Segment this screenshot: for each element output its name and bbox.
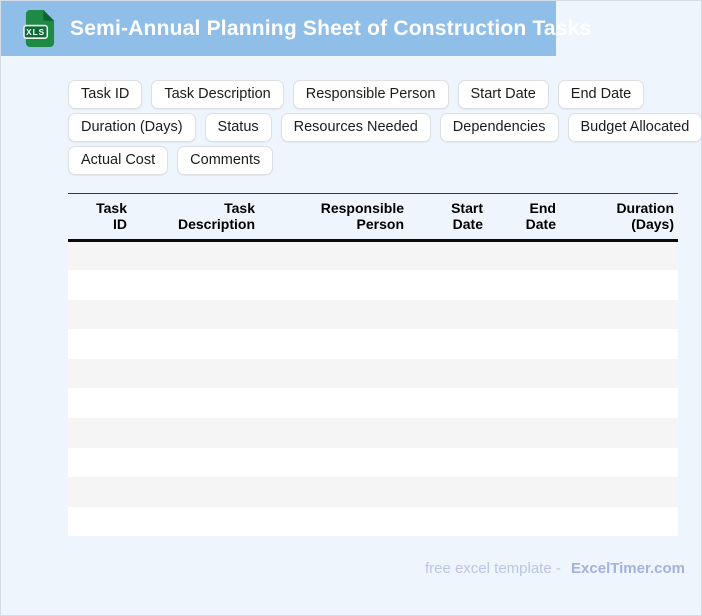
table-row [68, 418, 678, 448]
tag-chip[interactable]: Budget Allocated [567, 113, 701, 142]
column-header: Start Date [408, 193, 487, 242]
tag-chip[interactable]: Responsible Person [292, 80, 449, 109]
column-header: End Date [487, 193, 560, 242]
tag-chip[interactable]: Status [204, 113, 272, 142]
table-header-row: Task ID Task Description Responsible Person St… [68, 193, 678, 242]
table-row [68, 388, 678, 419]
column-header: Duration (Days) [560, 193, 678, 242]
footer-text: free excel template - [424, 560, 561, 577]
empty-row-cell [68, 329, 678, 359]
table-row [68, 358, 678, 389]
empty-row-cell [68, 447, 678, 478]
tag-chip[interactable]: End Date [557, 80, 645, 109]
empty-row-cell [68, 418, 678, 448]
empty-row-cell [68, 358, 678, 389]
footer-brand-link[interactable]: ExcelTimer.com [571, 560, 685, 577]
table-row [68, 447, 678, 478]
tag-chip[interactable]: Task Description [151, 80, 284, 109]
table-row [68, 477, 678, 507]
table-row [68, 329, 678, 359]
tag-chip[interactable]: Actual Cost [68, 146, 169, 175]
empty-row-cell [68, 270, 678, 300]
tag-chips: Task ID Task Description Responsible Perso… [68, 80, 701, 179]
tag-chip[interactable]: Comments [177, 146, 274, 175]
tag-chip-row: Actual Cost Comments [68, 146, 682, 175]
tag-chip[interactable]: Task ID [68, 80, 143, 109]
table-row [68, 240, 678, 271]
empty-row-cell [68, 388, 678, 419]
tag-chip-row: Task ID Task Description Responsible Perso… [68, 80, 682, 109]
tag-chip[interactable]: Dependencies [439, 113, 559, 142]
tag-chip[interactable]: Resources Needed [280, 113, 431, 142]
footer: free excel template - ExcelTimer.com [425, 559, 685, 579]
table-row [68, 270, 678, 300]
empty-row-cell [68, 506, 678, 537]
tag-chip[interactable]: Duration (Days) [68, 113, 196, 142]
tag-chip-row: Duration (Days) Status Resources Needed Dep… [68, 113, 701, 142]
xls-icon-label: XLS [26, 28, 45, 37]
title-bar: XLS Semi-Annual Planning Sheet of Constr… [1, 1, 591, 56]
tag-chip[interactable]: Start Date [457, 80, 549, 109]
planning-table-wrap: Task ID Task Description Responsible Person St… [68, 193, 678, 537]
column-header: Task Description [131, 193, 259, 242]
empty-row-cell [68, 240, 678, 271]
planning-table: Task ID Task Description Responsible Person St… [68, 193, 678, 537]
table-row [68, 506, 678, 537]
column-header: Responsible Person [259, 193, 408, 242]
column-header: Task ID [68, 193, 131, 242]
xls-file-icon: XLS [23, 10, 55, 47]
empty-row-cell [68, 299, 678, 330]
page-title: Semi-Annual Planning Sheet of Constructi… [70, 17, 592, 40]
table-row [68, 299, 678, 330]
empty-row-cell [68, 477, 678, 507]
table-body [68, 240, 678, 537]
